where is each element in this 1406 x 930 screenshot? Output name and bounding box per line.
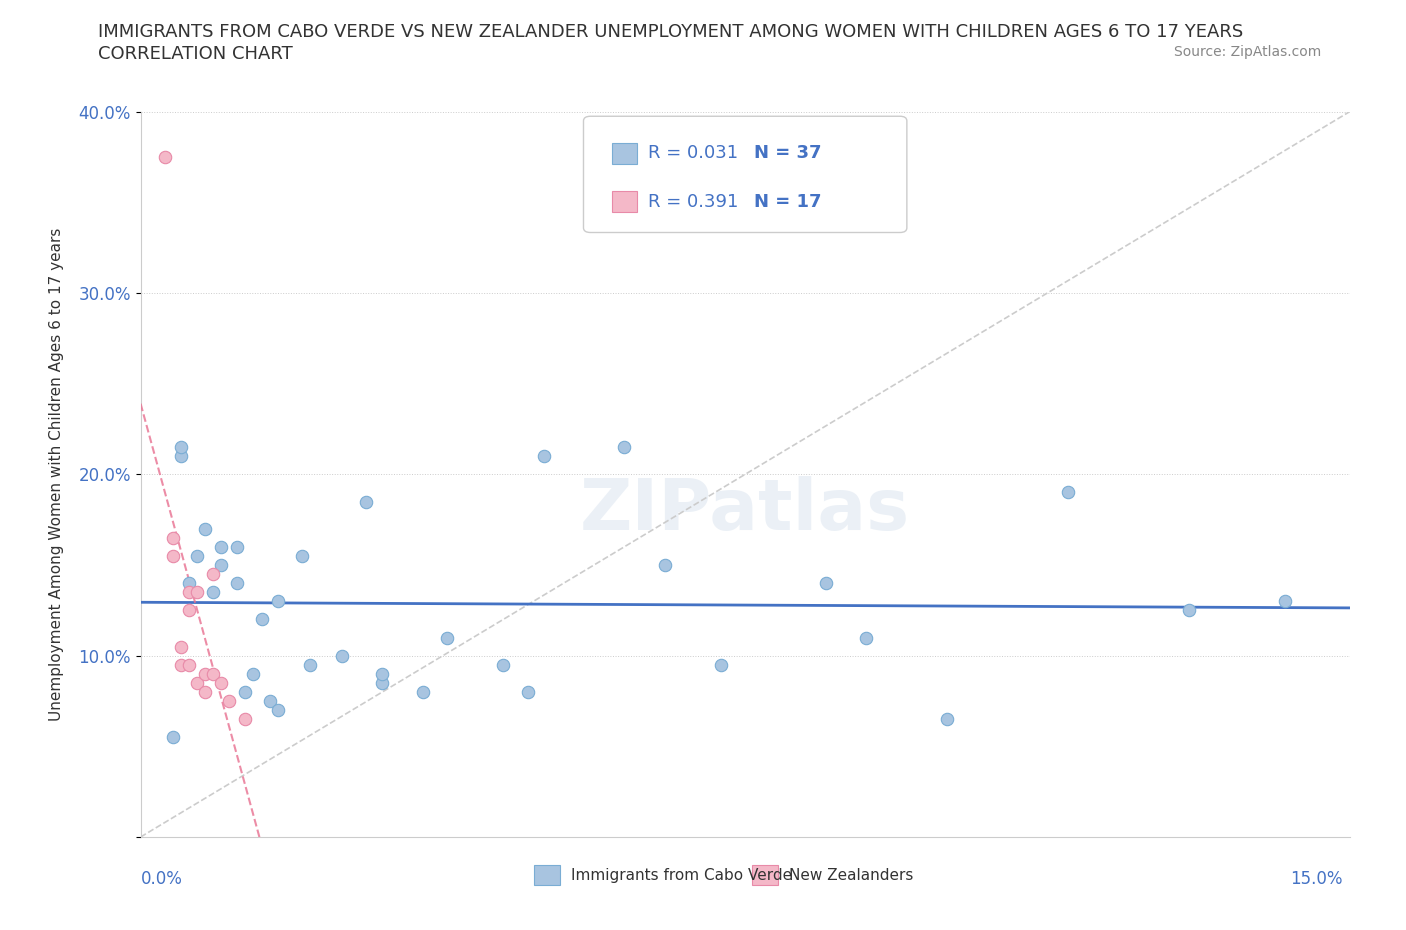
Point xyxy=(170,639,193,654)
Point xyxy=(492,658,515,672)
Point xyxy=(371,675,394,690)
Point xyxy=(235,684,257,699)
Point xyxy=(209,539,232,554)
Point xyxy=(177,576,200,591)
Point xyxy=(202,566,225,581)
Point xyxy=(177,603,200,618)
Point xyxy=(533,449,555,464)
Point xyxy=(436,631,458,645)
Point xyxy=(177,585,200,600)
Text: R = 0.031: R = 0.031 xyxy=(648,144,738,163)
Point xyxy=(242,667,264,682)
Text: R = 0.391: R = 0.391 xyxy=(648,193,738,210)
Point xyxy=(291,549,314,564)
Point xyxy=(855,631,877,645)
Point xyxy=(1274,594,1296,609)
Point xyxy=(266,594,288,609)
Point xyxy=(654,558,676,573)
Text: Immigrants from Cabo Verde: Immigrants from Cabo Verde xyxy=(571,868,792,883)
Point xyxy=(162,730,184,745)
Point xyxy=(710,658,733,672)
Point xyxy=(170,449,193,464)
Text: 0.0%: 0.0% xyxy=(141,870,183,887)
Point xyxy=(202,585,225,600)
Point xyxy=(186,675,208,690)
Point xyxy=(170,658,193,672)
Point xyxy=(266,703,288,718)
Point xyxy=(330,648,353,663)
Point xyxy=(250,612,273,627)
Text: Source: ZipAtlas.com: Source: ZipAtlas.com xyxy=(1174,45,1322,59)
Text: 15.0%: 15.0% xyxy=(1291,870,1343,887)
Point xyxy=(202,667,225,682)
Point xyxy=(218,694,240,709)
Point xyxy=(226,576,249,591)
Point xyxy=(259,694,281,709)
Point xyxy=(194,684,217,699)
Point xyxy=(1056,485,1078,500)
Point xyxy=(298,658,321,672)
Point xyxy=(194,521,217,536)
Point xyxy=(162,530,184,545)
Point xyxy=(235,711,257,726)
Text: New Zealanders: New Zealanders xyxy=(789,868,912,883)
Text: N = 17: N = 17 xyxy=(754,193,821,210)
Text: CORRELATION CHART: CORRELATION CHART xyxy=(98,45,294,62)
Text: ZIPatlas: ZIPatlas xyxy=(581,476,910,545)
Point xyxy=(935,711,957,726)
Point xyxy=(170,440,193,455)
Point xyxy=(209,675,232,690)
Text: IMMIGRANTS FROM CABO VERDE VS NEW ZEALANDER UNEMPLOYMENT AMONG WOMEN WITH CHILDR: IMMIGRANTS FROM CABO VERDE VS NEW ZEALAN… xyxy=(98,23,1244,41)
Point xyxy=(226,539,249,554)
Point xyxy=(1177,603,1199,618)
Point xyxy=(814,576,837,591)
Point xyxy=(186,585,208,600)
Point xyxy=(162,549,184,564)
Point xyxy=(356,494,378,509)
Point xyxy=(613,440,636,455)
Point xyxy=(371,667,394,682)
Point xyxy=(177,658,200,672)
Text: N = 37: N = 37 xyxy=(754,144,821,163)
Point xyxy=(153,150,176,165)
Point xyxy=(186,549,208,564)
Point xyxy=(194,667,217,682)
Point xyxy=(516,684,538,699)
Point xyxy=(209,558,232,573)
Point xyxy=(412,684,434,699)
Y-axis label: Unemployment Among Women with Children Ages 6 to 17 years: Unemployment Among Women with Children A… xyxy=(49,228,65,721)
